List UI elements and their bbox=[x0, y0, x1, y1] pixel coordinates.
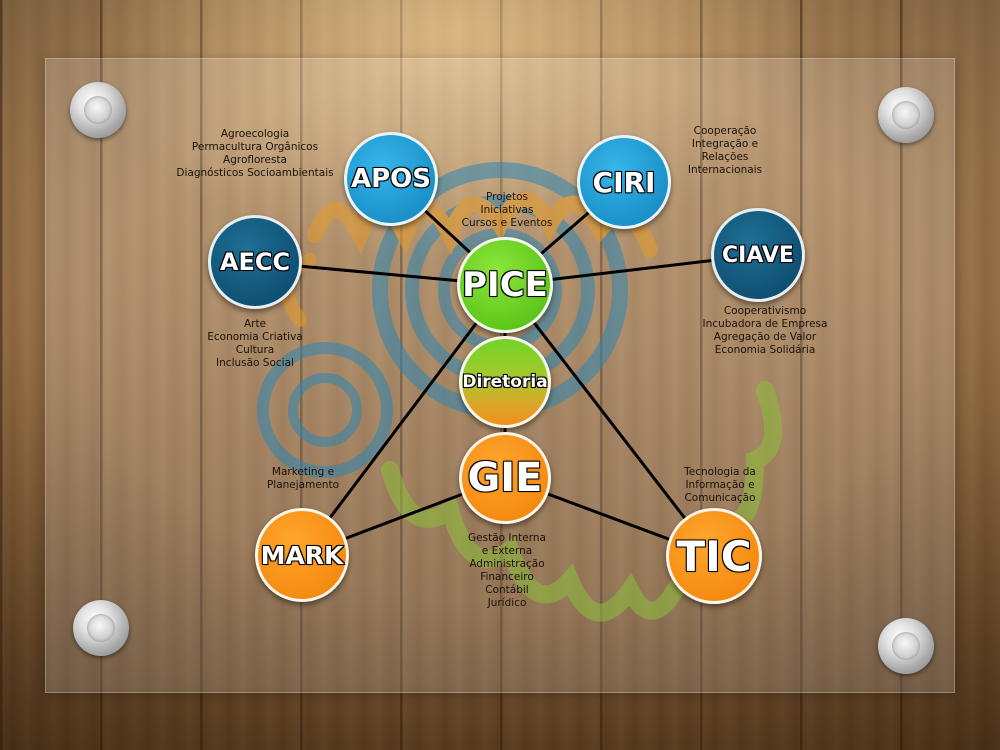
description-line: Projetos bbox=[485, 191, 529, 203]
description-line: Agrofloresta bbox=[223, 154, 287, 166]
node-ciri[interactable]: CIRI bbox=[577, 135, 671, 229]
description-line: Economia Criativa bbox=[207, 331, 303, 343]
description-line: Iniciativas bbox=[480, 204, 534, 216]
description-apos: Agroecologia Permacultura Orgânicos Agro… bbox=[150, 128, 360, 180]
description-line: Inclusão Social bbox=[216, 357, 294, 369]
node-label: AECC bbox=[219, 247, 291, 277]
description-aecc: Arte Economia Criativa Cultura Inclusão … bbox=[190, 318, 320, 370]
description-pice: Projetos Iniciativas Cursos e Eventos bbox=[447, 191, 567, 230]
description-line: Agregação de Valor bbox=[713, 331, 817, 343]
node-aecc[interactable]: AECC bbox=[208, 215, 302, 309]
description-line: Integração e bbox=[691, 138, 759, 150]
description-line: Agroecologia bbox=[220, 128, 290, 140]
screw-top-left bbox=[70, 82, 126, 138]
description-line: Diagnósticos Socioambientais bbox=[176, 167, 334, 179]
description-mark: Marketing e Planejamento bbox=[253, 466, 353, 492]
description-line: Planejamento bbox=[266, 479, 340, 491]
node-gie[interactable]: GIE bbox=[459, 432, 551, 524]
description-line: e Externa bbox=[481, 545, 533, 557]
description-line: Marketing e bbox=[271, 466, 335, 478]
node-label: CIAVE bbox=[721, 242, 794, 269]
node-mark[interactable]: MARK bbox=[255, 508, 349, 602]
description-line: Incubadora de Empresa bbox=[702, 318, 828, 330]
description-ciri: Cooperação Integração e Relações Interna… bbox=[665, 125, 785, 177]
description-line: Relações bbox=[701, 151, 749, 163]
description-line: Economia Solidária bbox=[714, 344, 816, 356]
description-line: Tecnologia da bbox=[684, 466, 756, 478]
node-diretoria[interactable]: Diretoria bbox=[459, 336, 551, 428]
description-line: Financeiro bbox=[480, 571, 534, 583]
description-ciave: Cooperativismo Incubadora de Empresa Agr… bbox=[690, 305, 840, 357]
connector-pice-mark bbox=[300, 283, 507, 557]
node-pice[interactable]: PICE bbox=[457, 237, 553, 333]
description-line: Contábil bbox=[485, 584, 529, 596]
watermark-wave-top bbox=[307, 192, 658, 258]
description-line: Gestão Interna bbox=[468, 532, 546, 544]
node-label: PICE bbox=[461, 264, 548, 306]
node-label: APOS bbox=[350, 163, 432, 195]
description-line: Internacionais bbox=[687, 164, 763, 176]
screw-bottom-right bbox=[878, 618, 934, 674]
description-gie: Gestão Interna e Externa Administração F… bbox=[452, 532, 562, 610]
node-label: CIRI bbox=[592, 165, 656, 200]
node-label: TIC bbox=[676, 531, 753, 582]
description-line: Arte bbox=[243, 318, 267, 330]
description-line: Cooperativismo bbox=[723, 305, 807, 317]
node-label: MARK bbox=[260, 540, 344, 571]
description-tic: Tecnologia da Informação e Comunicação bbox=[665, 466, 775, 505]
description-line: Administração bbox=[469, 558, 545, 570]
node-tic[interactable]: TIC bbox=[666, 508, 762, 604]
watermark-small-spiral bbox=[288, 373, 362, 447]
description-line: Cooperação bbox=[693, 125, 757, 137]
node-apos[interactable]: APOS bbox=[344, 132, 438, 226]
watermark-small-spiral bbox=[257, 342, 393, 478]
description-line: Informação e bbox=[685, 479, 755, 491]
connector-pice-tic bbox=[503, 283, 716, 558]
description-line: Jurídico bbox=[487, 597, 527, 609]
watermark-wave-bottom bbox=[381, 381, 782, 622]
node-ciave[interactable]: CIAVE bbox=[711, 208, 805, 302]
node-label: GIE bbox=[467, 454, 544, 502]
description-line: Permacultura Orgânicos bbox=[191, 141, 319, 153]
description-line: Cursos e Eventos bbox=[461, 217, 553, 229]
screw-top-right bbox=[878, 87, 934, 143]
screw-bottom-left bbox=[73, 600, 129, 656]
node-label: Diretoria bbox=[462, 371, 549, 393]
description-line: Cultura bbox=[235, 344, 275, 356]
description-line: Comunicação bbox=[684, 492, 756, 504]
